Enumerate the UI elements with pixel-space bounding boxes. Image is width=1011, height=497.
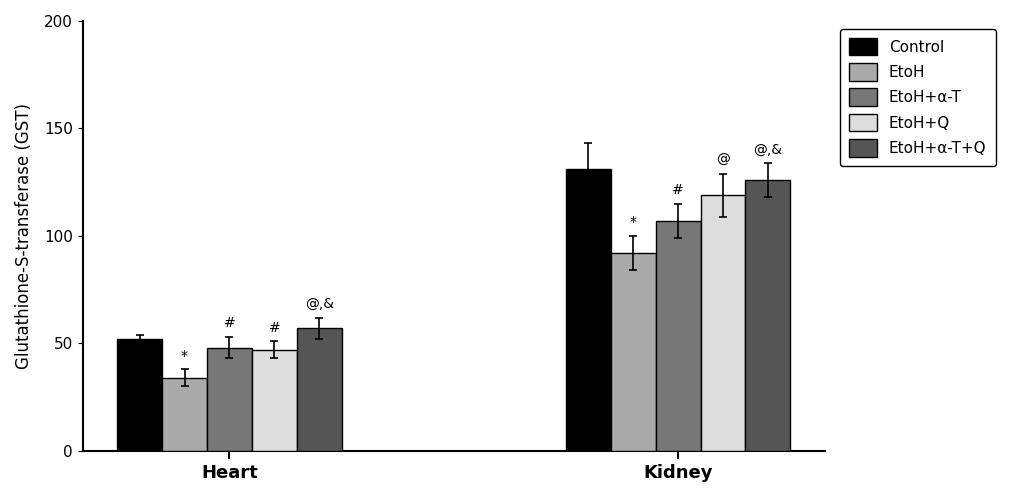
Text: *: * — [181, 349, 188, 363]
Bar — [296, 329, 342, 451]
Text: @: @ — [716, 153, 730, 167]
Text: @,&: @,& — [304, 297, 334, 311]
Bar — [117, 339, 162, 451]
Text: *: * — [630, 216, 637, 230]
Bar — [656, 221, 701, 451]
Text: #: # — [223, 317, 236, 331]
Bar — [701, 195, 745, 451]
Text: @,&: @,& — [753, 142, 783, 157]
Bar — [162, 378, 207, 451]
Bar — [252, 350, 296, 451]
Bar — [207, 348, 252, 451]
Bar — [611, 253, 656, 451]
Bar — [745, 180, 791, 451]
Text: #: # — [672, 183, 684, 197]
Text: #: # — [268, 321, 280, 335]
Legend: Control, EtoH, EtoH+α-T, EtoH+Q, EtoH+α-T+Q: Control, EtoH, EtoH+α-T, EtoH+Q, EtoH+α-… — [840, 29, 996, 166]
Bar — [566, 169, 611, 451]
Y-axis label: Glutathione-S-transferase (GST): Glutathione-S-transferase (GST) — [15, 103, 33, 369]
